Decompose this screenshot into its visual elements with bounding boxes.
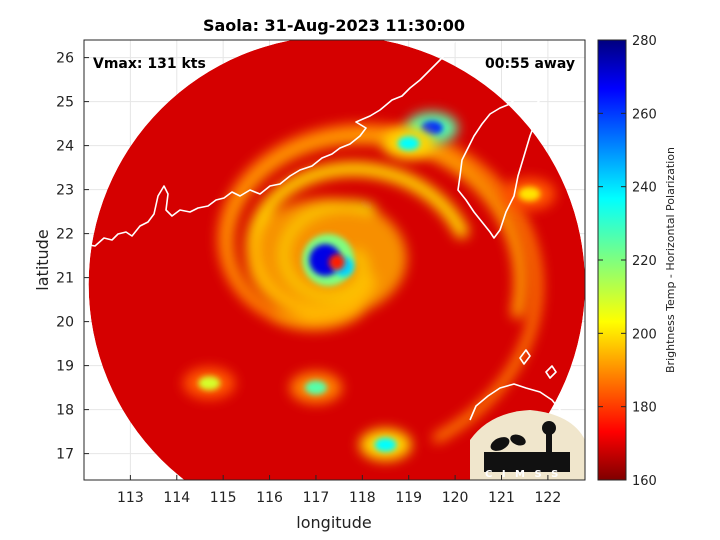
convection-core: [518, 187, 541, 201]
convection-core: [420, 121, 443, 135]
y-tick-label: 23: [56, 183, 74, 199]
x-tick-label: 120: [442, 490, 469, 506]
x-tick-label: 116: [256, 490, 283, 506]
colorbar-label: Brightness Temp - Horizontal Polarizatio…: [664, 147, 677, 373]
y-tick-label: 18: [56, 403, 74, 419]
logo-tower-top: [542, 421, 556, 435]
axes-frame: [83, 39, 586, 481]
convection-core: [198, 376, 221, 391]
y-tick-label: 24: [56, 139, 74, 155]
y-tick-label: 25: [56, 95, 74, 111]
x-tick-label: 117: [303, 490, 330, 506]
colorbar-tick-label: 240: [632, 181, 657, 196]
coastlines: [84, 40, 585, 477]
y-tick-label: 21: [56, 271, 74, 287]
convection-cell: [289, 371, 342, 404]
logo-building: [484, 452, 570, 472]
colorbar-tick-label: 220: [632, 254, 657, 269]
x-tick-label: 115: [210, 490, 237, 506]
rain-band: [217, 123, 543, 443]
y-tick-label: 17: [56, 447, 74, 463]
storm-eye: [328, 254, 345, 271]
convection-core: [374, 437, 397, 452]
x-axis-label: longitude: [296, 513, 371, 532]
logo-dish-right: [510, 434, 526, 446]
colorbar-tick-label: 280: [632, 34, 657, 49]
logo-tower: [546, 428, 552, 468]
vmax-annotation: Vmax: 131 kts: [93, 56, 206, 72]
x-tick-label: 121: [488, 490, 515, 506]
colorbar-tick-label: 160: [632, 474, 657, 489]
y-tick-label: 22: [56, 227, 74, 243]
x-tick-label: 113: [117, 490, 144, 506]
taiwan-coastline: [457, 87, 545, 239]
logo-text: C I M S S: [485, 469, 561, 480]
colorbar-tick-label: 180: [632, 401, 657, 416]
x-tick-label: 114: [163, 490, 190, 506]
swath-layer: [88, 40, 585, 480]
convection-cell: [183, 367, 236, 400]
colorbar-ticks: 160 180 200 220 240 260 280: [598, 34, 657, 489]
rain-band: [221, 131, 527, 330]
china-coastline: [84, 40, 457, 247]
x-tick-label: 119: [395, 490, 422, 506]
x-axis: 113 114 115 116 117 118 119 120 121 122: [117, 475, 561, 506]
y-axis: 17 18 19 20 21 22 23 24 25 26: [56, 51, 89, 463]
colorbar-tick-label: 200: [632, 327, 657, 342]
x-tick-label: 118: [349, 490, 376, 506]
x-tick-label: 122: [535, 490, 562, 506]
y-tick-label: 19: [56, 359, 74, 375]
cimss-logo: C I M S S: [470, 410, 585, 480]
time-away-annotation: 00:55 away: [485, 56, 575, 72]
logo-dish-left: [490, 437, 510, 451]
y-axis-label: latitude: [33, 229, 52, 290]
convection-cell: [382, 127, 435, 160]
y-tick-label: 20: [56, 315, 74, 331]
y-tick-label: 26: [56, 51, 74, 67]
chart-title: Saola: 31-Aug-2023 11:30:00: [203, 16, 465, 35]
colorbar-tick-label: 260: [632, 107, 657, 122]
convection-cells: [183, 112, 556, 461]
convection-cell: [359, 428, 412, 461]
convection-core: [397, 136, 420, 151]
convection-cell: [503, 178, 556, 210]
convection-core: [304, 380, 327, 395]
